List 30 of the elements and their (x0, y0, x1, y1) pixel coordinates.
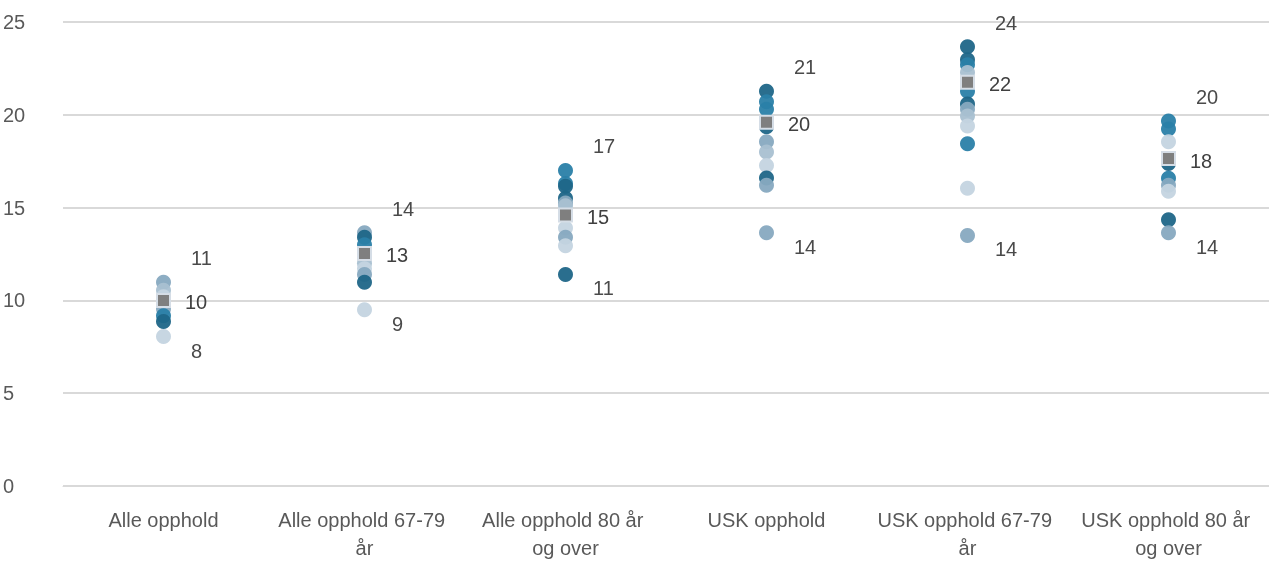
y-tick-label: 20 (3, 103, 26, 126)
data-label: 14 (995, 238, 1018, 261)
data-label: 17 (593, 135, 616, 158)
data-label: 24 (995, 11, 1018, 34)
x-tick-label: USK opphold 80 år og over (1081, 509, 1256, 559)
data-label: 8 (191, 339, 203, 362)
data-label: 14 (1196, 235, 1219, 258)
x-tick-label: Alle opphold 67-79 år (278, 509, 451, 559)
data-label: 20 (788, 113, 811, 136)
x-tick-label: Alle opphold (108, 509, 219, 531)
data-label: 14 (392, 197, 415, 220)
data-label: 21 (794, 56, 817, 79)
data-label: 11 (191, 247, 212, 270)
y-tick-label: 25 (3, 11, 26, 33)
data-label: 20 (1196, 85, 1219, 108)
data-label: 10 (185, 291, 208, 314)
data-label: 11 (593, 277, 614, 300)
data-label: 14 (794, 235, 817, 258)
y-tick-label: 10 (3, 289, 26, 312)
data-label: 18 (1190, 149, 1213, 172)
x-tick-label: USK opphold 67-79 år (877, 509, 1058, 559)
data-label: 9 (392, 312, 404, 335)
data-label: 22 (989, 73, 1012, 96)
data-label: 15 (587, 206, 610, 229)
data-label: 13 (386, 244, 409, 267)
y-tick-label: 15 (3, 196, 26, 219)
x-tick-label: USK opphold (707, 509, 826, 531)
x-tick-label: Alle opphold 80 år og over (482, 509, 649, 559)
y-tick-label: 5 (3, 382, 15, 405)
y-tick-label: 0 (3, 475, 15, 497)
